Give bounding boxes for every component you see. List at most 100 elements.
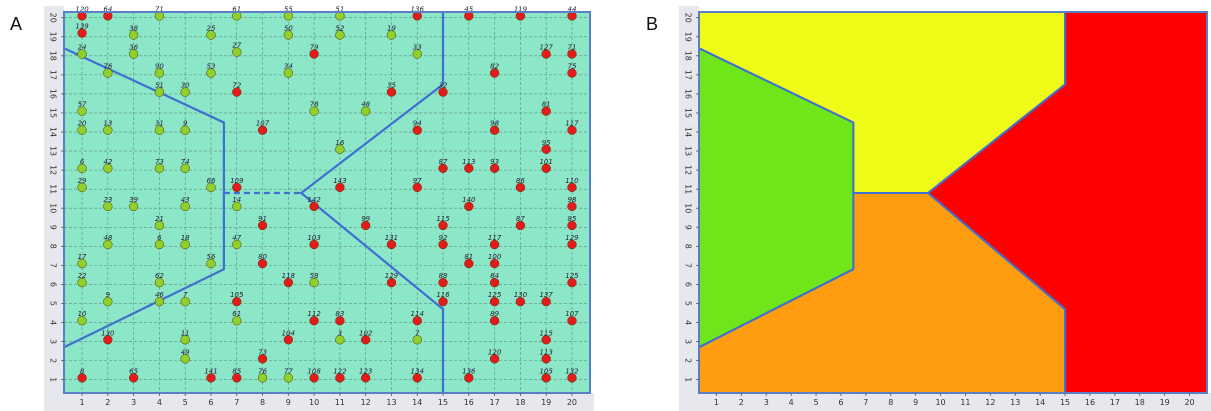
sample-point-label: 33 xyxy=(413,44,422,52)
green-sample-point xyxy=(103,201,113,212)
sample-point-label: 6 xyxy=(157,234,162,242)
y-tick-label: 3 xyxy=(684,339,693,344)
green-sample-point xyxy=(128,201,139,212)
y-tick-label: 9 xyxy=(49,225,58,230)
x-tick-label: 4 xyxy=(789,398,794,407)
y-tick-label: 18 xyxy=(49,51,58,61)
red-sample-point xyxy=(206,373,216,383)
y-tick-label: 14 xyxy=(49,127,58,137)
y-tick-label: 7 xyxy=(684,263,693,268)
x-tick-label: 12 xyxy=(985,398,995,407)
green-sample-point xyxy=(386,30,397,40)
x-axis-band xyxy=(44,393,594,411)
red-sample-point xyxy=(489,68,500,78)
y-tick-label: 10 xyxy=(49,203,58,213)
red-sample-point xyxy=(309,239,319,250)
sample-point-label: 115 xyxy=(436,215,450,223)
red-sample-point xyxy=(257,220,268,231)
green-sample-point xyxy=(412,49,422,59)
red-sample-point xyxy=(257,125,268,135)
sample-point-label: 9 xyxy=(183,120,188,128)
x-tick-label: 15 xyxy=(438,398,448,407)
y-tick-label: 17 xyxy=(684,70,693,80)
sample-point-label: 57 xyxy=(78,101,87,109)
sample-point-label: 50 xyxy=(284,24,293,32)
red-sample-point xyxy=(386,87,397,97)
green-sample-point xyxy=(77,49,87,59)
x-tick-label: 8 xyxy=(260,398,265,407)
sample-point-label: 94 xyxy=(413,120,422,128)
green-sample-point xyxy=(180,297,190,307)
x-tick-label: 9 xyxy=(913,398,918,407)
sample-point-label: 75 xyxy=(567,63,576,71)
sample-point-label: 78 xyxy=(310,101,319,109)
red-sample-point xyxy=(257,258,268,269)
green-sample-point xyxy=(77,163,87,173)
x-tick-label: 11 xyxy=(335,398,345,407)
sample-point-label: 31 xyxy=(155,120,164,128)
sample-point-label: 51 xyxy=(335,5,344,13)
sample-point-label: 48 xyxy=(361,101,370,109)
green-sample-point xyxy=(77,182,87,193)
green-sample-point xyxy=(103,239,113,250)
green-sample-point xyxy=(180,163,190,173)
red-sample-point xyxy=(541,373,551,383)
y-tick-label: 20 xyxy=(684,13,693,23)
red-sample-point xyxy=(515,220,526,231)
red-sample-point xyxy=(412,182,422,193)
sample-point-label: 80 xyxy=(258,253,267,261)
y-tick-label: 11 xyxy=(49,184,58,194)
green-sample-point xyxy=(180,335,190,345)
y-tick-label: 12 xyxy=(684,165,693,175)
sample-point-label: 53 xyxy=(207,63,216,71)
y-tick-label: 11 xyxy=(684,184,693,194)
y-tick-label: 8 xyxy=(49,244,58,249)
red-sample-point xyxy=(541,335,551,345)
x-tick-label: 1 xyxy=(80,398,85,407)
red-sample-point xyxy=(361,335,371,345)
x-tick-label: 19 xyxy=(541,398,551,407)
sample-point-label: 30 xyxy=(181,82,190,90)
red-sample-point xyxy=(232,87,242,97)
green-sample-point xyxy=(180,87,190,97)
x-tick-label: 11 xyxy=(960,398,970,407)
red-sample-point xyxy=(489,297,500,307)
x-tick-label: 10 xyxy=(935,398,945,407)
sample-point-label: 140 xyxy=(462,196,476,204)
x-axis-band xyxy=(679,393,1211,411)
decision-boundary xyxy=(63,47,225,349)
sample-point-label: 86 xyxy=(516,177,525,185)
x-tick-label: 18 xyxy=(515,398,525,407)
sample-point-label: 3 xyxy=(338,329,342,337)
red-sample-point xyxy=(567,68,577,78)
sample-point-label: 112 xyxy=(307,310,321,318)
green-sample-point xyxy=(77,258,87,269)
x-tick-label: 5 xyxy=(813,398,818,407)
x-tick-label: 5 xyxy=(183,398,188,407)
red-sample-point xyxy=(489,125,500,135)
green-sample-point xyxy=(103,297,113,307)
sample-point-label: 7 xyxy=(415,329,420,337)
sample-point-label: 71 xyxy=(567,44,576,52)
red-sample-point xyxy=(412,316,422,326)
sample-point-label: 114 xyxy=(411,310,424,318)
y-tick-label: 18 xyxy=(684,51,693,61)
x-tick-label: 6 xyxy=(208,398,213,407)
green-sample-point xyxy=(180,239,190,250)
y-axis-band xyxy=(679,6,699,393)
red-sample-point xyxy=(438,239,448,250)
sample-point-label: 119 xyxy=(514,5,528,13)
green-sample-point xyxy=(128,30,139,40)
y-tick-label: 1 xyxy=(49,377,58,382)
panel-a-fill xyxy=(64,12,590,393)
sample-point-label: 143 xyxy=(333,177,346,185)
sample-point-label: 98 xyxy=(490,120,499,128)
panel-a-boundaries xyxy=(63,12,445,393)
red-sample-point xyxy=(489,316,500,326)
x-tick-label: 4 xyxy=(157,398,162,407)
y-tick-label: 5 xyxy=(49,301,58,306)
sample-point-label: 120 xyxy=(488,348,502,356)
red-sample-point xyxy=(489,163,500,173)
y-tick-label: 4 xyxy=(684,320,693,325)
sample-point-label: 129 xyxy=(565,234,579,242)
